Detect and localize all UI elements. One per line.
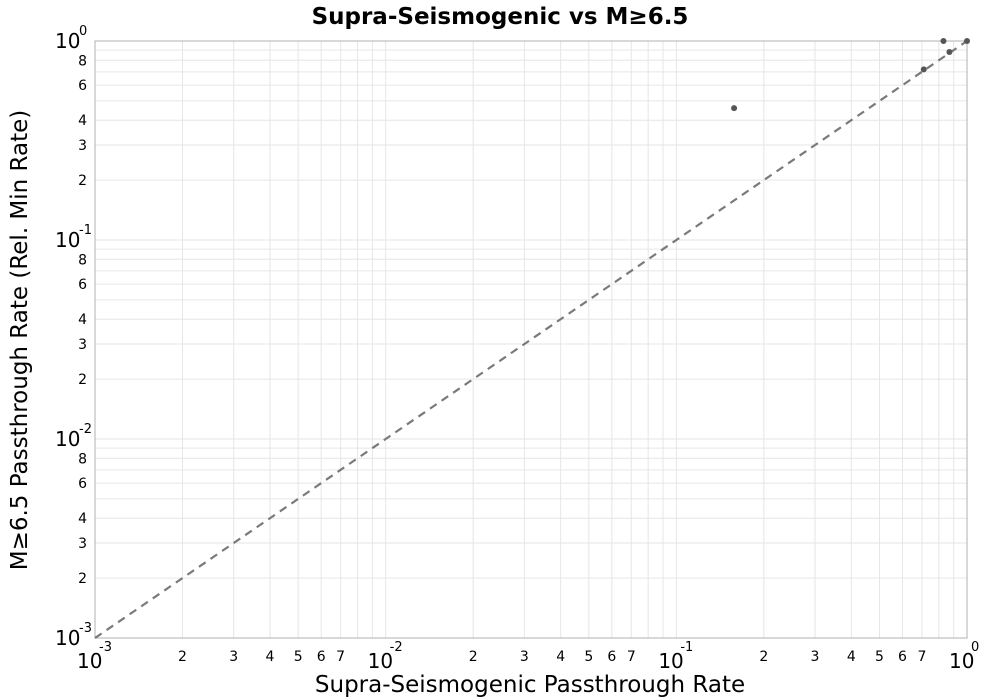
y-minor-tick-label: 2 <box>78 571 87 587</box>
y-minor-tick-label: 8 <box>78 53 87 69</box>
x-minor-tick-label: 2 <box>469 649 478 665</box>
x-major-tick-exponent: 0 <box>971 640 979 655</box>
y-major-tick-exponent: -1 <box>79 223 92 238</box>
y-major-tick-label: 10 <box>55 228 80 252</box>
plot-frame <box>94 40 968 639</box>
reference-diagonal-line <box>94 40 968 639</box>
y-minor-tick-label: 8 <box>78 252 87 268</box>
x-major-tick-label: 10 <box>658 649 683 673</box>
x-major-tick-label: 10 <box>368 649 393 673</box>
x-minor-tick-label: 3 <box>520 649 529 665</box>
y-minor-tick-label: 6 <box>78 476 87 492</box>
data-point <box>964 38 970 44</box>
y-major-tick-exponent: -3 <box>79 621 92 636</box>
y-minor-tick-label: 3 <box>78 536 87 552</box>
y-minor-tick-label: 2 <box>78 372 87 388</box>
data-point <box>920 66 927 73</box>
data-points <box>731 38 970 112</box>
x-minor-tick-label: 3 <box>229 649 238 665</box>
x-axis-label: Supra-Seismogenic Passthrough Rate <box>315 672 745 698</box>
x-minor-tick-label: 6 <box>898 649 907 665</box>
x-major-tick-label: 10 <box>949 649 974 673</box>
x-minor-tick-label: 3 <box>811 649 820 665</box>
x-major-tick-exponent: -1 <box>680 640 693 655</box>
data-point <box>731 105 738 112</box>
y-major-tick-exponent: -2 <box>79 422 92 437</box>
x-minor-tick-label: 7 <box>627 649 636 665</box>
x-major-tick-exponent: -3 <box>99 640 112 655</box>
data-point <box>946 49 953 56</box>
chart-title: Supra-Seismogenic vs M≥6.5 <box>312 4 689 30</box>
x-major-tick-exponent: -2 <box>390 640 403 655</box>
x-minor-tick-label: 4 <box>556 649 565 665</box>
x-minor-tick-label: 7 <box>336 649 345 665</box>
y-minor-tick-label: 4 <box>78 312 87 328</box>
y-major-tick-label: 10 <box>55 427 80 451</box>
y-minor-tick-label: 4 <box>78 113 87 129</box>
x-minor-tick-label: 5 <box>584 649 593 665</box>
x-minor-tick-label: 6 <box>317 649 326 665</box>
y-minor-tick-label: 4 <box>78 511 87 527</box>
x-minor-tick-label: 4 <box>266 649 275 665</box>
x-minor-tick-label: 7 <box>918 649 927 665</box>
x-major-tick-label: 10 <box>77 649 102 673</box>
x-minor-tick-label: 5 <box>294 649 303 665</box>
y-major-tick-label: 10 <box>55 626 80 650</box>
y-axis-label: M≥6.5 Passthrough Rate (Rel. Min Rate) <box>7 110 33 571</box>
y-minor-tick-label: 8 <box>78 451 87 467</box>
y-major-tick-label: 10 <box>55 29 80 53</box>
x-minor-tick-label: 2 <box>178 649 187 665</box>
y-minor-tick-label: 6 <box>78 78 87 94</box>
x-minor-tick-label: 6 <box>607 649 616 665</box>
y-minor-tick-label: 6 <box>78 277 87 293</box>
x-minor-tick-label: 4 <box>847 649 856 665</box>
y-minor-tick-label: 2 <box>78 173 87 189</box>
y-major-tick-exponent: 0 <box>79 24 87 39</box>
grid-lines <box>94 41 967 639</box>
x-minor-tick-label: 2 <box>759 649 768 665</box>
x-minor-tick-label: 5 <box>875 649 884 665</box>
data-point <box>940 38 947 44</box>
y-minor-tick-label: 3 <box>78 337 87 353</box>
y-minor-tick-label: 3 <box>78 138 87 154</box>
